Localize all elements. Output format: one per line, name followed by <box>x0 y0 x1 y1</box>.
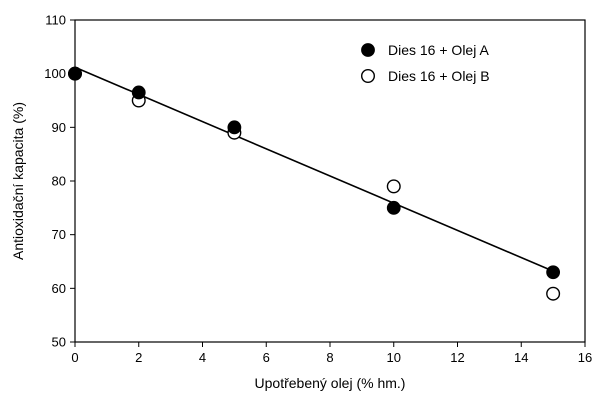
legend-marker <box>361 68 376 83</box>
y-tick-label: 60 <box>52 281 66 296</box>
y-tick-label: 90 <box>52 120 66 135</box>
trend-line <box>74 66 554 272</box>
y-axis: 50 60 70 80 90 100 110 <box>44 13 75 350</box>
x-tick-label: 2 <box>135 350 142 365</box>
point-filled-4 <box>546 265 561 280</box>
x-tick-label: 8 <box>326 350 333 365</box>
x-axis-title: Upotřebený olej (% hm.) <box>255 375 406 391</box>
y-tick-label: 50 <box>52 335 66 350</box>
point-filled-0 <box>68 66 82 81</box>
x-axis: 0 2 4 6 8 10 12 14 16 <box>71 342 592 365</box>
point-filled-1 <box>131 85 146 100</box>
x-tick-label: 16 <box>578 350 592 365</box>
legend-marker <box>361 43 375 57</box>
x-tick-label: 4 <box>199 350 206 365</box>
x-tick-label: 10 <box>387 350 401 365</box>
y-tick-label: 100 <box>44 66 66 81</box>
y-tick-label: 110 <box>45 13 66 28</box>
y-axis-title: Antioxidační kapacita (%) <box>10 102 26 260</box>
x-tick-label: 14 <box>514 350 528 365</box>
point-open-4 <box>546 286 561 301</box>
point-open-3 <box>386 179 401 194</box>
point-filled-3 <box>386 200 401 215</box>
legend: Dies 16 + Olej A Dies 16 + Olej B <box>361 42 490 84</box>
y-tick-label: 80 <box>52 174 66 189</box>
x-tick-label: 12 <box>450 350 464 365</box>
x-tick-label: 6 <box>263 350 270 365</box>
point-filled-2 <box>227 120 242 135</box>
legend-label: Dies 16 + Olej B <box>388 68 490 84</box>
y-tick-label: 70 <box>52 227 66 242</box>
plot-frame <box>74 19 586 343</box>
plot-area <box>74 19 586 343</box>
legend-label: Dies 16 + Olej A <box>388 42 489 58</box>
data-points <box>67 66 561 301</box>
x-tick-label: 0 <box>71 350 78 365</box>
